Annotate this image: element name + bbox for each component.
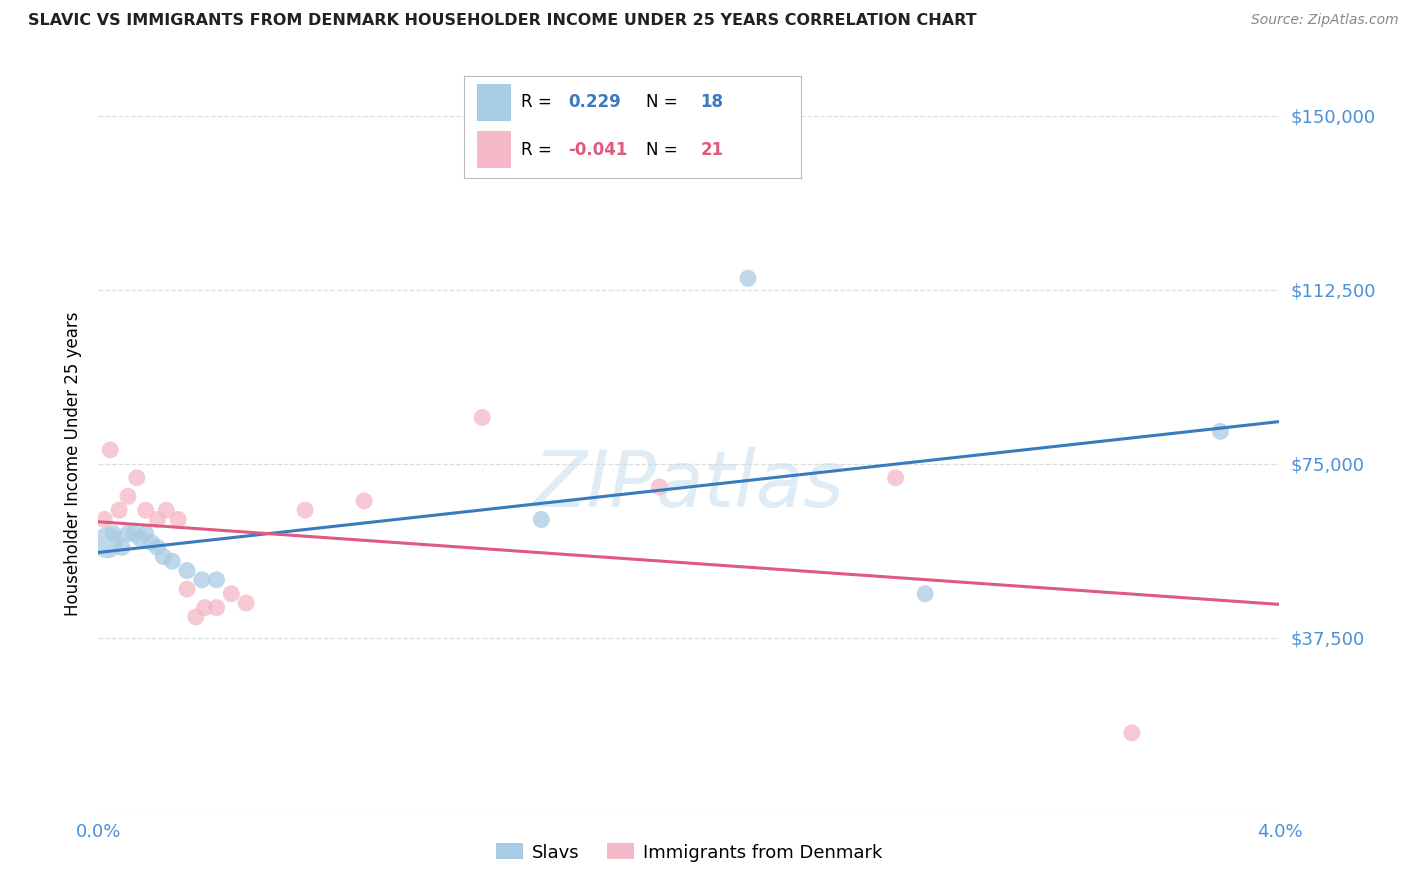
Point [135,526,157,541]
Point [205,600,228,615]
Point [93,512,115,526]
Point [235,596,257,610]
Text: N =: N = [647,141,683,159]
Point [294,503,316,517]
Point [125,471,148,485]
Point [146,512,169,526]
Point [135,503,157,517]
Point [471,410,494,425]
Point [648,480,671,494]
Point [1209,425,1232,439]
Point [122,526,145,541]
Point [1121,726,1143,740]
Point [146,541,169,555]
Point [117,526,139,541]
Point [884,471,907,485]
Bar [478,131,512,168]
Point [353,494,375,508]
Point [128,531,150,545]
Text: Source: ZipAtlas.com: Source: ZipAtlas.com [1251,13,1399,28]
Point [155,503,177,517]
Text: -0.041: -0.041 [568,141,628,159]
Bar [478,84,512,121]
Point [191,573,214,587]
Point [162,554,183,568]
Point [530,512,553,526]
Y-axis label: Householder Income Under 25 years: Householder Income Under 25 years [63,311,82,616]
Point [141,535,163,549]
Point [152,549,174,564]
Point [737,271,759,285]
Point [167,512,190,526]
Text: R =: R = [522,141,557,159]
Point [111,541,134,555]
Text: 0.229: 0.229 [568,94,621,112]
Text: N =: N = [647,94,683,112]
Point [194,600,217,615]
Point [184,610,207,624]
Point [117,489,139,503]
Point [205,573,228,587]
Point [176,564,198,578]
Point [219,587,242,601]
Text: 18: 18 [700,94,723,112]
Point [96,535,118,549]
Text: ZIPatlas: ZIPatlas [533,447,845,523]
Text: 21: 21 [700,141,723,159]
Point [108,503,131,517]
Point [103,526,124,541]
Point [98,442,121,457]
Point [176,582,198,596]
Text: R =: R = [522,94,557,112]
Text: SLAVIC VS IMMIGRANTS FROM DENMARK HOUSEHOLDER INCOME UNDER 25 YEARS CORRELATION : SLAVIC VS IMMIGRANTS FROM DENMARK HOUSEH… [28,13,977,29]
Legend: Slavs, Immigrants from Denmark: Slavs, Immigrants from Denmark [488,836,890,869]
Point [914,587,936,601]
